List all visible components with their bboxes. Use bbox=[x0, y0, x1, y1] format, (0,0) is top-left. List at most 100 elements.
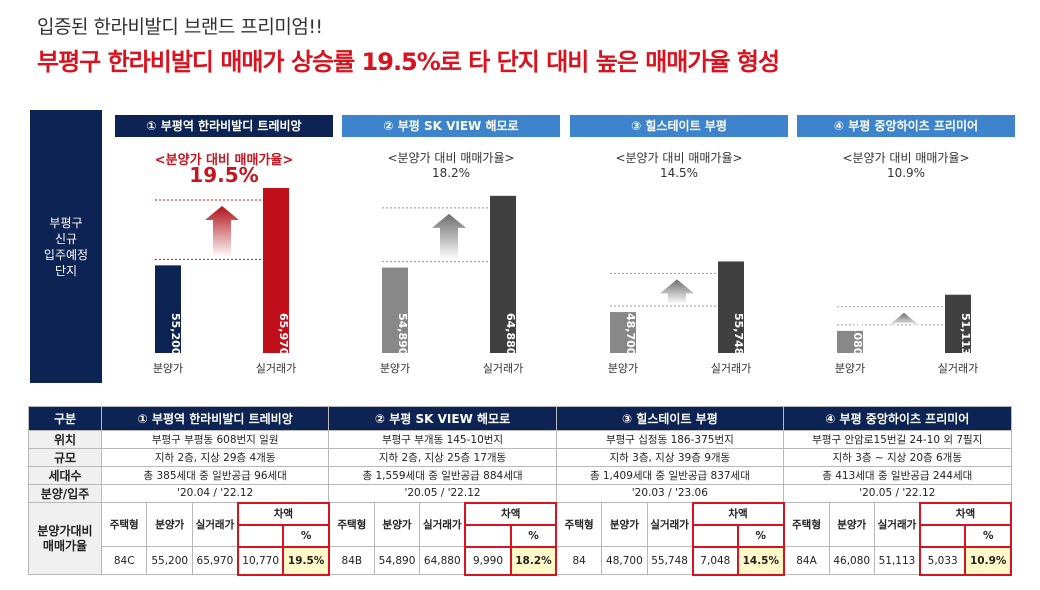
bar-value-label: 64,880 bbox=[504, 313, 517, 356]
table-row: 위치 부평구 부평동 608번지 일원 부평구 부개동 145-10번지 부평구 십정… bbox=[28, 430, 1012, 449]
x-tick-label: 분양가 bbox=[608, 362, 638, 375]
table-complex-header: ④ 부평 중앙하이츠 프리미어 bbox=[783, 406, 1012, 431]
table-cell: 18.2% bbox=[509, 545, 558, 576]
table-subheader: % bbox=[509, 523, 558, 548]
bar-chart: 48,700 55,748 분양가 실거래가 bbox=[608, 261, 751, 375]
table-cell: 총 1,559세대 중 일반공급 884세대 bbox=[328, 466, 557, 485]
table-complex-header: ① 부평역 한라비발디 트레비앙 bbox=[100, 406, 330, 431]
table-cell: 19.5% bbox=[282, 545, 330, 576]
side-label-box: 부평구 신규 입주예정 단지 bbox=[30, 110, 102, 383]
table-cell: 부평구 안암로15번길 24-10 외 7필지 bbox=[783, 430, 1012, 449]
table-cell: 7,048 bbox=[691, 545, 740, 576]
table-col-label: 구분 bbox=[28, 406, 102, 431]
table-cell: 10,770 bbox=[236, 545, 285, 576]
table-cell: '20.05 / '22.12 bbox=[783, 484, 1012, 503]
table-cell: 54,890 bbox=[373, 546, 421, 575]
table-subheader: 분양가 bbox=[828, 502, 875, 547]
bar-trade-price bbox=[490, 195, 516, 353]
table-subheader: 주택형 bbox=[100, 502, 148, 547]
chart-panel: ① 부평역 한라비발디 트레비앙 <분양가 대비 매매가율> 19.5% 55,200… bbox=[115, 115, 333, 381]
table-row: 분양/입주 '20.04 / '22.12'20.05 / '22.12'20.0… bbox=[28, 484, 1012, 503]
table-cell: 14.5% bbox=[737, 545, 785, 576]
table-cell: 48,700 bbox=[601, 546, 648, 575]
chart-subtitle: <분양가 대비 매매가율> bbox=[154, 153, 294, 168]
chart-subtitle: <분양가 대비 매매가율> bbox=[387, 151, 515, 165]
table-cell: 지하 2층, 지상 29층 4개동 bbox=[100, 448, 330, 467]
table-cell: 5,033 bbox=[918, 545, 967, 576]
table-subheader: 차액 bbox=[918, 501, 1013, 526]
table-subheader: % bbox=[282, 523, 330, 548]
bar-value-label: 51,113 bbox=[959, 313, 972, 355]
comparison-table: 구분 ① 부평역 한라비발디 트레비앙 ② 부평 SK VIEW 해모로 ③ 힐스테이… bbox=[28, 406, 1013, 576]
table-cell: 부평구 십정동 186-375번지 bbox=[555, 430, 785, 449]
table-row-label: 세대수 bbox=[28, 466, 102, 485]
table-subheader: 실거래가 bbox=[191, 502, 239, 547]
table-row: 세대수 총 385세대 중 일반공급 96세대 총 1,559세대 중 일반공급 8… bbox=[28, 466, 1012, 485]
table-cell: 65,970 bbox=[191, 546, 239, 575]
table-row: 분양가대비 매매가율 주택형 분양가 실거래가 차액 주택형 분양가 실거래가 차액 주택형 분양가… bbox=[28, 501, 1013, 575]
table-cell: 지하 3층 ~ 지상 20층 6개동 bbox=[783, 448, 1012, 467]
bar-chart: 54,890 64,880 분양가 실거래가 bbox=[380, 195, 523, 375]
bar-sale-price bbox=[837, 330, 863, 353]
x-tick-label: 분양가 bbox=[380, 362, 410, 375]
chart-rate: 10.9% bbox=[886, 166, 926, 180]
table-header-row: 구분 ① 부평역 한라비발디 트레비앙 ② 부평 SK VIEW 해모로 ③ 힐스테이… bbox=[28, 406, 1012, 431]
table-row-label: 위치 bbox=[28, 430, 102, 449]
table-subheader: 분양가 bbox=[601, 502, 648, 547]
bar-trade-price bbox=[263, 188, 289, 353]
table-cell: 10.9% bbox=[964, 545, 1012, 576]
chart-rate: 19.5% bbox=[189, 163, 259, 187]
table-cell bbox=[236, 523, 285, 548]
table-cell bbox=[691, 523, 740, 548]
table-subheader: 주택형 bbox=[328, 502, 375, 547]
table-cell: 84B bbox=[328, 546, 375, 575]
x-tick-label: 분양가 bbox=[835, 362, 865, 375]
table-cell: 84A bbox=[783, 546, 830, 575]
bar-value-label: 54,890 bbox=[396, 313, 409, 356]
table-row-label: 규모 bbox=[28, 448, 102, 467]
chart-panel: ④ 부평 중앙하이츠 프리미어 <분양가 대비 매매가율> 10.9% 46,080 5… bbox=[797, 115, 1015, 381]
table-cell: '20.05 / '22.12 bbox=[328, 484, 557, 503]
table-subheader: 실거래가 bbox=[419, 502, 466, 547]
x-tick-label: 실거래가 bbox=[711, 362, 751, 375]
chart-rate: 18.2% bbox=[431, 166, 471, 180]
table-row-label: 분양/입주 bbox=[28, 484, 102, 503]
table-cell: 부평구 부평동 608번지 일원 bbox=[100, 430, 330, 449]
chart-panel: ③ 힐스테이트 부평 <분양가 대비 매매가율> 14.5% 48,700 55,748… bbox=[570, 115, 788, 381]
bar-value-label: 46,080 bbox=[851, 313, 864, 356]
bar-trade-price bbox=[945, 294, 971, 353]
increase-arrow-icon bbox=[205, 206, 239, 258]
table-subheader: % bbox=[737, 523, 785, 548]
bar-value-label: 48,700 bbox=[624, 313, 637, 356]
table-subheader: 분양가 bbox=[146, 502, 193, 547]
increase-arrow-icon bbox=[887, 312, 921, 327]
table-row: 규모 지하 2층, 지상 29층 4개동 지하 2층, 지상 25층 17개동 지하 … bbox=[28, 448, 1012, 467]
chart-subtitle: <분양가 대비 매매가율> bbox=[615, 151, 743, 165]
table-cell: 지하 3층, 지상 39층 9개동 bbox=[555, 448, 785, 467]
x-tick-label: 실거래가 bbox=[256, 362, 296, 375]
bar-sale-price bbox=[382, 267, 408, 353]
table-subheader: 실거래가 bbox=[646, 502, 694, 547]
table-cell: 46,080 bbox=[828, 546, 875, 575]
bar-chart: 46,080 51,113 분양가 실거래가 bbox=[835, 294, 978, 375]
chart-rate: 14.5% bbox=[659, 166, 699, 180]
table-subheader: 차액 bbox=[236, 501, 330, 526]
table-cell: 84C bbox=[100, 546, 148, 575]
x-tick-label: 분양가 bbox=[153, 362, 183, 375]
table-cell: 64,880 bbox=[419, 546, 466, 575]
bar-value-label: 55,748 bbox=[732, 313, 745, 355]
bar-trade-price bbox=[718, 261, 744, 353]
chart-panel-title: ④ 부평 중앙하이츠 프리미어 bbox=[797, 115, 1015, 137]
page-subtitle: 입증된 한라비발디 브랜드 프리미엄!! bbox=[37, 16, 323, 38]
bar-sale-price bbox=[610, 312, 636, 353]
table-row: %%%% bbox=[29, 523, 1012, 548]
x-tick-label: 실거래가 bbox=[938, 362, 978, 375]
table-subheader: 주택형 bbox=[783, 502, 830, 547]
table-subheader: 차액 bbox=[691, 501, 785, 526]
bar-sale-price bbox=[155, 265, 181, 353]
table-subheader: 주택형 bbox=[555, 502, 603, 547]
table-complex-header: ③ 힐스테이트 부평 bbox=[555, 406, 785, 431]
table-cell: '20.03 / '23.06 bbox=[555, 484, 785, 503]
table-row: 84C 55,200 65,970 10,770 19.5% 84B 54,890 64,88… bbox=[29, 545, 1012, 576]
